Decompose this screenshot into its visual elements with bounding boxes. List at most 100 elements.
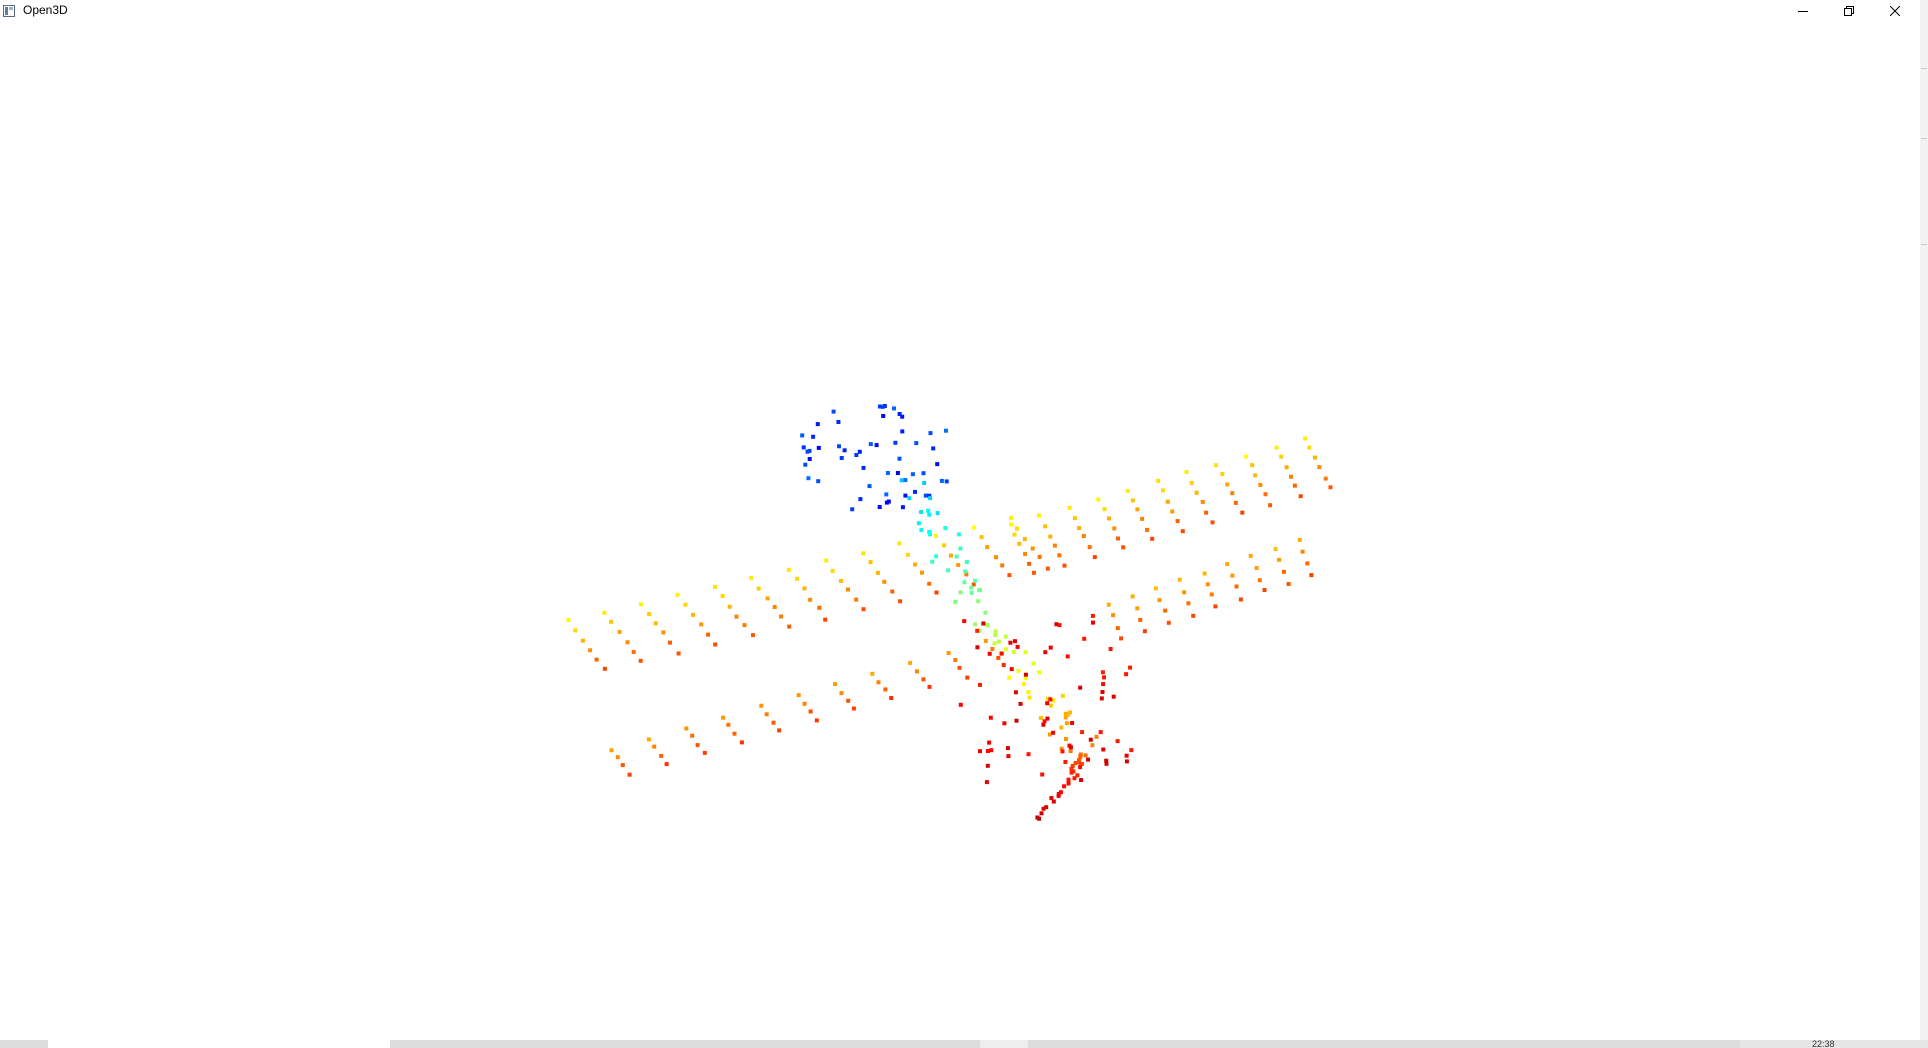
point (1156, 478, 1161, 483)
point (1258, 482, 1263, 487)
point (1230, 491, 1235, 496)
point (949, 553, 953, 558)
point (580, 638, 585, 643)
point (588, 648, 593, 653)
restore-button[interactable] (1826, 0, 1872, 22)
taskbar-item[interactable] (48, 1040, 390, 1048)
point (695, 743, 700, 748)
point (934, 590, 939, 595)
point (956, 563, 961, 567)
point (931, 446, 936, 451)
point (1108, 647, 1113, 651)
point (1101, 747, 1106, 752)
point (939, 478, 944, 483)
3d-viewport[interactable] (0, 22, 1920, 1040)
point (691, 612, 696, 617)
point (882, 579, 887, 584)
point (1090, 743, 1095, 748)
point (1233, 500, 1238, 505)
point (817, 605, 822, 610)
window-right-edge (1920, 0, 1928, 1040)
point (756, 586, 761, 591)
point (854, 597, 859, 602)
point (958, 546, 963, 551)
point (900, 429, 905, 434)
point (1072, 516, 1077, 521)
point (850, 507, 855, 512)
point (1068, 745, 1073, 750)
point (1225, 562, 1230, 567)
point (953, 658, 958, 662)
point (1014, 718, 1019, 723)
point (1051, 698, 1056, 703)
point (1047, 732, 1052, 737)
point (1075, 773, 1080, 778)
point (1070, 764, 1075, 768)
taskbar[interactable] (0, 1040, 1928, 1048)
point (958, 702, 963, 707)
point (1009, 522, 1014, 527)
point (1015, 526, 1019, 531)
point (1030, 546, 1035, 551)
point (943, 526, 948, 531)
point (1099, 696, 1104, 701)
point (892, 406, 896, 411)
point (1018, 701, 1023, 706)
point (1153, 586, 1158, 591)
point (928, 431, 933, 436)
point (787, 624, 792, 629)
point (928, 496, 933, 501)
point (1184, 470, 1189, 474)
point (1007, 573, 1012, 578)
point (1124, 753, 1129, 758)
point (727, 604, 732, 609)
point (1077, 757, 1082, 762)
point (964, 560, 969, 564)
point (1100, 690, 1105, 694)
point (1059, 725, 1064, 730)
point (1094, 734, 1099, 739)
point (1023, 676, 1028, 680)
taskbar-item[interactable] (980, 1040, 1028, 1048)
point (1284, 465, 1289, 470)
point (805, 449, 810, 454)
point (1092, 555, 1097, 560)
point (1248, 553, 1253, 558)
point (1017, 541, 1022, 546)
close-button[interactable] (1872, 0, 1918, 22)
point (1060, 749, 1065, 754)
point (927, 512, 932, 517)
point (985, 763, 990, 768)
point (935, 511, 940, 516)
point (965, 675, 970, 680)
point (1049, 796, 1054, 801)
open3d-window-icon[interactable] (3, 4, 15, 17)
point (620, 763, 625, 768)
point (815, 422, 820, 427)
minimize-button[interactable] (1780, 0, 1826, 22)
point (1130, 498, 1135, 503)
point (987, 740, 992, 745)
point (1286, 582, 1291, 586)
point (617, 629, 622, 634)
point (898, 599, 903, 604)
point (1041, 806, 1046, 811)
point (927, 529, 932, 534)
point (836, 420, 841, 424)
point (811, 434, 816, 439)
point (1057, 623, 1062, 628)
point (1253, 473, 1258, 478)
point (978, 749, 982, 754)
point (996, 639, 1001, 644)
point (759, 703, 764, 708)
system-tray[interactable] (1740, 1040, 1928, 1048)
point (1101, 682, 1106, 687)
title-bar[interactable]: Open3D (0, 0, 1920, 22)
point (1009, 515, 1014, 520)
point (1087, 545, 1092, 550)
point (910, 472, 915, 477)
point (1023, 552, 1028, 556)
point (1051, 730, 1056, 735)
point (1013, 690, 1018, 695)
